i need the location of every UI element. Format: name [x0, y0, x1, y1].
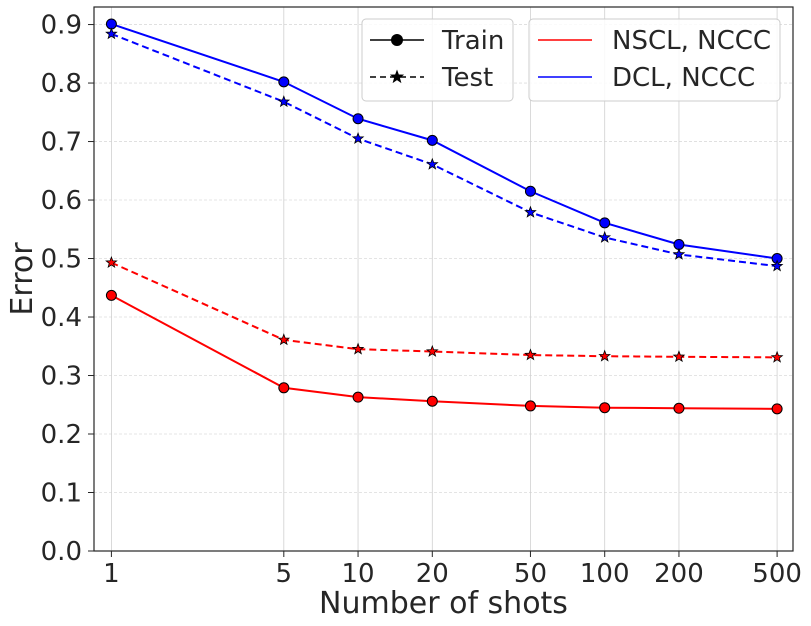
x-tick-label: 10: [342, 559, 375, 589]
y-tick-label: 0.1: [41, 479, 82, 509]
legend-test-label: Test: [441, 63, 493, 93]
data-point: [425, 157, 439, 170]
data-point: [278, 382, 290, 394]
y-tick-label: 0.5: [41, 245, 82, 275]
series-layer: [105, 18, 784, 415]
data-point: [598, 349, 612, 362]
data-point: [352, 113, 364, 125]
y-tick-label: 0.0: [41, 537, 82, 567]
data-point: [598, 230, 612, 243]
data-point: [524, 185, 536, 197]
y-tick-label: 0.2: [41, 420, 82, 450]
y-tick-label: 0.7: [41, 128, 82, 158]
legend-style: Train Test: [361, 18, 514, 102]
data-point: [278, 76, 290, 88]
x-tick-label: 500: [752, 559, 802, 589]
data-point: [426, 134, 438, 146]
data-point: [524, 348, 537, 361]
data-point: [524, 400, 536, 412]
y-axis-label: Error: [5, 242, 40, 316]
series-3: [105, 27, 784, 272]
data-point: [277, 333, 291, 346]
series-line: [111, 261, 778, 359]
y-tick-label: 0.9: [41, 11, 82, 41]
data-point: [672, 350, 686, 363]
legend-nscl-label: NSCL, NCCC: [612, 26, 771, 56]
legend-train-marker: [391, 34, 403, 46]
y-tick-label: 0.3: [41, 362, 82, 392]
x-tick-label: 5: [276, 559, 293, 589]
legend-train-label: Train: [441, 26, 504, 56]
series-line: [110, 294, 778, 410]
data-point: [599, 217, 611, 229]
plot-frame: [93, 6, 794, 552]
data-point: [771, 403, 783, 415]
data-point: [277, 95, 291, 108]
data-point: [351, 342, 365, 355]
legend-test-marker: [389, 69, 405, 84]
x-tick-label: 200: [654, 559, 704, 589]
data-point: [351, 131, 365, 144]
series-line: [111, 23, 778, 260]
data-point: [426, 395, 438, 407]
series-2: [105, 18, 783, 265]
data-point: [599, 402, 611, 414]
x-tick-label: 1: [103, 559, 120, 589]
data-point: [770, 350, 784, 363]
legend-method: NSCL, NCCC DCL, NCCC: [528, 18, 781, 102]
y-tick-label: 0.8: [41, 69, 82, 99]
x-tick-label: 100: [580, 559, 630, 589]
series-line: [111, 32, 778, 268]
x-tick-label: 50: [514, 559, 547, 589]
data-point: [672, 247, 686, 260]
x-axis-label: Number of shots: [319, 586, 568, 621]
data-point: [425, 344, 439, 357]
data-point: [673, 402, 685, 414]
y-tick-label: 0.6: [41, 186, 82, 216]
series-0: [105, 289, 783, 415]
series-1: [105, 255, 784, 363]
y-tick-label: 0.4: [41, 303, 82, 333]
data-point: [524, 205, 537, 218]
data-point: [105, 289, 117, 301]
data-point: [105, 27, 118, 40]
data-point: [105, 255, 118, 268]
legend-dcl-label: DCL, NCCC: [612, 63, 755, 93]
x-tick-label: 20: [416, 559, 449, 589]
data-point: [770, 259, 784, 272]
ticks: 0.0 0.1 0.2 0.3 0.4 0.5 0.6 0.7 0.8 0.9 1 5 10 20 50 10…: [41, 11, 802, 589]
data-point: [352, 391, 364, 403]
